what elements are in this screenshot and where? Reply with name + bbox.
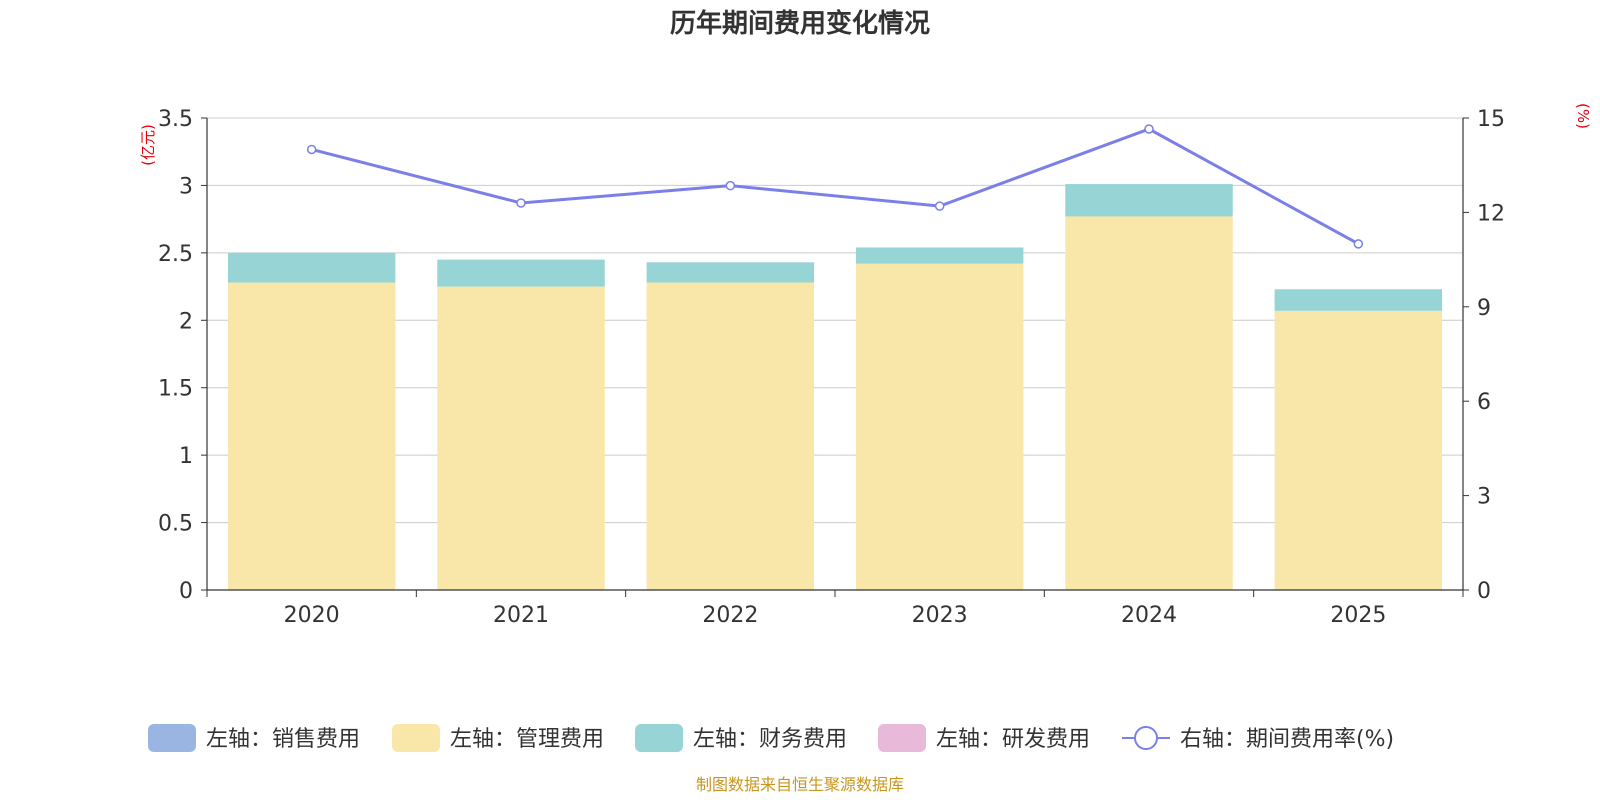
legend-label: 左轴：销售费用 (206, 727, 360, 752)
legend-marker (1134, 726, 1158, 750)
legend-label: 左轴：管理费用 (450, 727, 604, 752)
bar (855, 247, 1024, 264)
left-tick-label: 0.5 (158, 512, 193, 537)
legend-swatch (635, 724, 683, 752)
bar (437, 259, 605, 287)
legend-label: 右轴：期间费用率(%) (1180, 727, 1394, 752)
left-tick-label: 3.5 (158, 107, 193, 132)
x-tick-label: 2023 (912, 603, 968, 628)
rate-point (306, 144, 317, 155)
bar (1274, 289, 1443, 311)
chart-title: 历年期间费用变化情况 (670, 8, 930, 39)
x-tick-label: 2022 (702, 603, 758, 628)
grid-lines (207, 117, 1463, 524)
rate-point (1353, 239, 1364, 249)
bar (227, 282, 396, 590)
legend: 左轴：销售费用 左轴：管理费用 左轴：财务费用 左轴：研发费用 右轴：期间费用率(%) (148, 724, 1394, 752)
left-tick-label: 2 (179, 309, 193, 334)
left-axis-unit: (亿元) (139, 124, 157, 166)
bar (437, 286, 605, 590)
x-tick-label: 2025 (1330, 603, 1386, 628)
legend-swatch (878, 724, 926, 752)
rate-point (934, 201, 945, 211)
bar (646, 262, 815, 283)
left-tick-label: 1 (179, 444, 193, 469)
bar (646, 282, 815, 590)
right-tick-label: 15 (1477, 107, 1505, 132)
x-tick-label: 2024 (1121, 603, 1177, 628)
rate-point (1144, 124, 1154, 134)
legend-swatch (392, 724, 440, 752)
right-tick-label: 3 (1477, 485, 1491, 510)
bar (1065, 184, 1233, 217)
left-tick-label: 0 (179, 579, 193, 604)
left-tick-label: 3 (179, 174, 193, 199)
axes: 0 0.5 1 1.5 2 2.5 3 3.5 0 3 6 9 12 15 2020 2021 2022 2023… (158, 107, 1505, 628)
rate-point (516, 198, 526, 208)
bars (227, 184, 1443, 590)
right-tick-label: 0 (1477, 579, 1491, 604)
legend-label: 左轴：研发费用 (936, 727, 1090, 752)
right-tick-label: 9 (1477, 296, 1491, 321)
rate-line-path (311, 127, 1360, 246)
right-tick-label: 12 (1477, 201, 1505, 226)
x-tick-label: 2020 (284, 603, 340, 628)
left-tick-label: 2.5 (158, 242, 193, 267)
bar (1065, 216, 1233, 590)
source-note: 制图数据来自恒生聚源数据库 (696, 775, 904, 794)
bar (1274, 310, 1443, 590)
legend-swatch (148, 724, 196, 752)
bar (855, 263, 1024, 590)
rate-line (306, 124, 1364, 249)
legend-label: 左轴：财务费用 (693, 727, 847, 752)
right-axis-unit: (%) (1574, 103, 1592, 129)
left-tick-label: 1.5 (158, 377, 193, 402)
right-tick-label: 6 (1477, 390, 1491, 415)
bar (227, 252, 396, 283)
rate-point (725, 180, 736, 191)
x-tick-label: 2021 (493, 603, 549, 628)
